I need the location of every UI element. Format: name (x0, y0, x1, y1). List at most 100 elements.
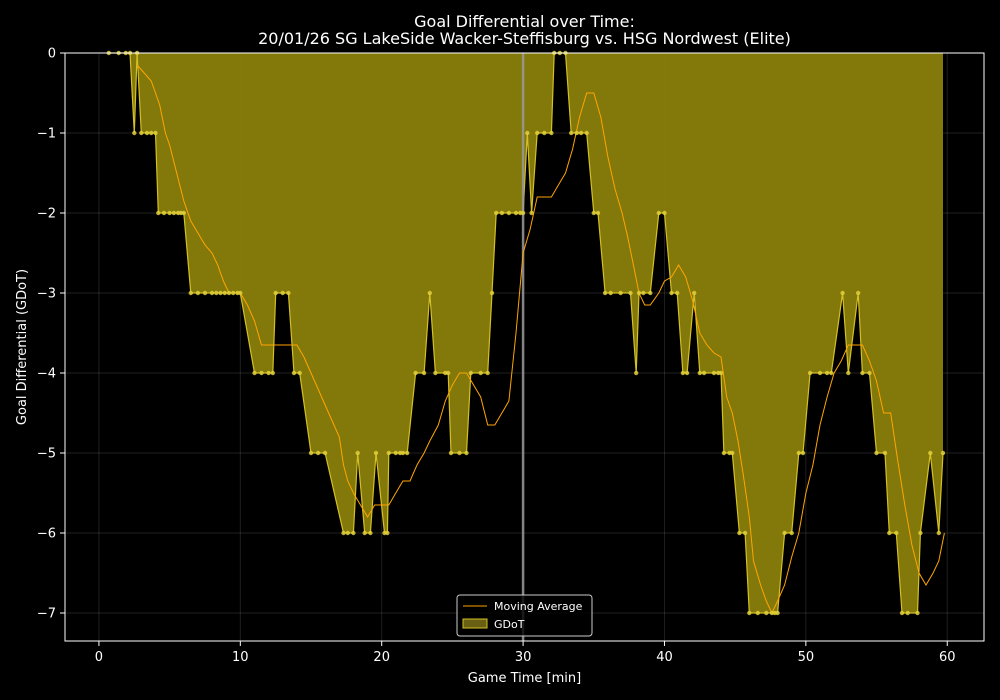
gdot-point (231, 290, 236, 296)
gdot-point (840, 290, 845, 296)
gdot-point (270, 370, 275, 376)
gdot-point (273, 290, 278, 296)
gdot-point (887, 530, 892, 536)
gdot-point (421, 370, 427, 376)
chart-subtitle: 20/01/26 SG LakeSide Wacker-Steffisburg … (258, 29, 791, 48)
gdot-point (846, 370, 851, 376)
gdot-point (656, 210, 661, 216)
gdot-point (139, 130, 144, 136)
gdot-point (252, 370, 257, 376)
gdot-point (648, 290, 653, 296)
plot-frame (64, 52, 985, 642)
gdot-point (489, 290, 495, 296)
gdot-point (171, 210, 177, 216)
gdot-point (800, 450, 806, 456)
y-tick-label: −4 (37, 367, 56, 382)
gdot-point (737, 530, 742, 536)
gdot-point (153, 130, 158, 136)
chart-title: Goal Differential over Time: (414, 12, 635, 31)
gdot-point (634, 370, 639, 376)
gdot-point (218, 290, 223, 296)
gdot-point (782, 530, 787, 536)
gdot-point (446, 370, 451, 376)
gdot-point (351, 530, 356, 536)
gdot-point (373, 450, 379, 456)
gdot-point (680, 370, 686, 376)
gdot-point (238, 290, 243, 296)
gdot-point (144, 130, 150, 136)
gdot-point (775, 610, 780, 616)
y-tick-label: −6 (37, 527, 56, 542)
gdot-point (817, 370, 823, 376)
gdot-point (156, 210, 161, 216)
gdot-point (385, 530, 390, 536)
moving-average-line (136, 64, 945, 615)
gdot-point (362, 530, 367, 536)
gdot-point (535, 130, 540, 136)
y-tick-label: −3 (37, 287, 56, 302)
gdot-point (188, 290, 193, 296)
gdot-point (574, 130, 579, 136)
legend-gdot-label: GDoT (494, 618, 525, 631)
gdot-point (368, 530, 373, 536)
gdot-point (662, 210, 667, 216)
gdot-point (457, 450, 462, 456)
gdot-point (433, 370, 438, 376)
gdot-point (595, 210, 601, 216)
gdot-point (718, 370, 724, 376)
gdot-point (214, 290, 219, 296)
gdot-point (549, 130, 554, 136)
x-tick-label: 20 (373, 650, 390, 665)
gdot-point (894, 530, 899, 536)
gdot-point (755, 610, 760, 616)
gdot-point (286, 290, 291, 296)
y-tick-label: −1 (37, 127, 56, 142)
gdot-point (641, 290, 646, 296)
gdot-point (721, 450, 727, 456)
x-tick-label: 60 (939, 650, 956, 665)
gdot-point (400, 450, 406, 456)
moving-average-path (136, 64, 945, 615)
gdot-area (108, 52, 944, 614)
y-axis: 0 −1 −2 −3 −4 −5 −6 −7 (37, 47, 65, 622)
x-axis: 0 10 20 30 40 50 60 (95, 641, 956, 665)
gdot-point (259, 370, 264, 376)
gdot-point (226, 290, 232, 296)
gdot-point (669, 290, 674, 296)
gdot-point (742, 530, 748, 536)
x-tick-label: 40 (656, 650, 673, 665)
gdot-point (195, 290, 201, 296)
gdot-point (149, 130, 154, 136)
gdot-point (584, 130, 589, 136)
gdot-point (867, 370, 872, 376)
x-tick-label: 0 (95, 650, 103, 665)
gdot-point (513, 210, 519, 216)
gdot-point (291, 370, 297, 376)
gdot-area-fill (108, 53, 944, 613)
gdot-point (899, 610, 905, 616)
y-tick-label: −5 (37, 447, 56, 462)
gdot-point (730, 450, 735, 456)
gdot-point (856, 290, 861, 296)
gdot-point (427, 290, 432, 296)
gdot-point (602, 290, 608, 296)
gdot-point (618, 290, 623, 296)
gdot-point (181, 210, 186, 216)
gdot-point (355, 450, 360, 456)
gdot-point (167, 210, 172, 216)
gdot-point (860, 370, 865, 376)
gdot-point (697, 370, 702, 376)
gdot-point (789, 530, 794, 536)
gdot-point (928, 450, 933, 456)
gdot-point (824, 370, 830, 376)
x-tick-label: 30 (515, 650, 532, 665)
gdot-point (506, 210, 512, 216)
gdot-point (940, 450, 946, 456)
gdot-point (413, 370, 418, 376)
gdot-point (882, 450, 888, 456)
gdot-point (796, 450, 801, 456)
gdot-point (525, 130, 530, 136)
gdot-point (386, 450, 391, 456)
legend-gdot-swatch (462, 618, 488, 629)
